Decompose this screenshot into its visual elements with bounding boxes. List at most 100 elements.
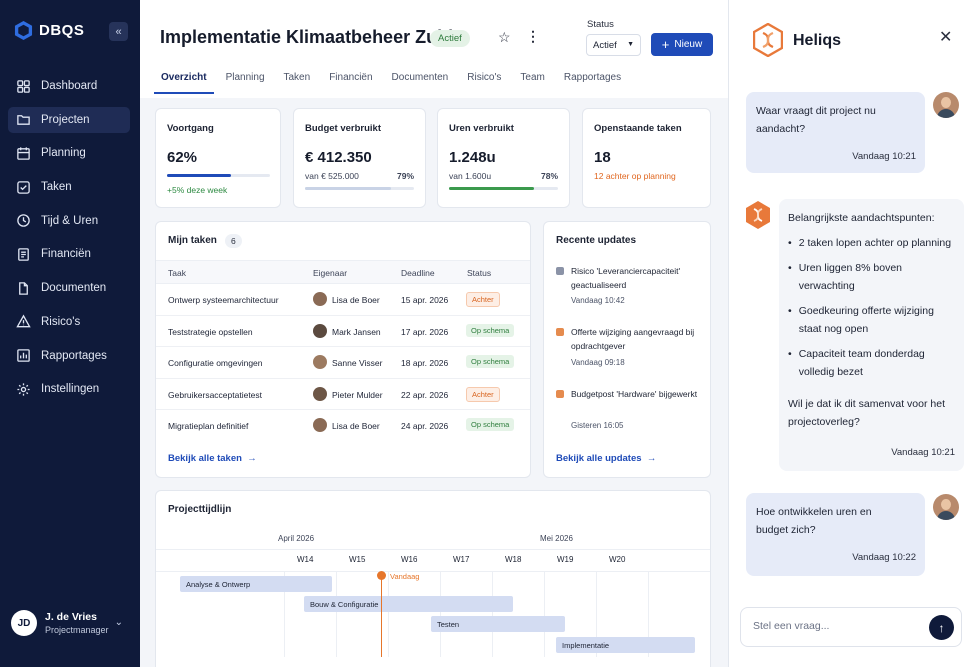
week-label: W14 — [297, 555, 314, 564]
sidebar-item-financien[interactable]: Financiën — [8, 241, 130, 267]
update-text: Budgetpost 'Hardware' bijgewerkt — [571, 389, 698, 399]
sidebar-item-taken[interactable]: Taken — [8, 174, 130, 200]
update-item[interactable]: Risico 'Leveranciercapaciteit' geactuali… — [556, 265, 706, 315]
tab-risicos[interactable]: Risico's — [467, 72, 502, 83]
assistant-title: Heliqs — [793, 32, 842, 49]
table-row[interactable]: Ontwerp systeemarchitectuur Lisa de Boer… — [156, 284, 530, 316]
tab-team[interactable]: Team — [520, 72, 545, 83]
message-time: Vandaag 10:22 — [852, 552, 916, 563]
sidebar-item-dashboard[interactable]: Dashboard — [8, 73, 130, 99]
list-item: • Goedkeuring offerte wijziging staat nog… — [788, 302, 955, 338]
week-label: W15 — [349, 555, 366, 564]
task-deadline: 18 apr. 2026 — [401, 358, 449, 368]
message-bullet: Goedkeuring offerte wijziging staat nog … — [798, 305, 934, 335]
progress-track — [449, 187, 558, 190]
task-deadline: 24 apr. 2026 — [401, 421, 449, 431]
metric-sub: van € 525.000 — [305, 171, 359, 181]
tasks-table-header: Taak Eigenaar Deadline Status — [156, 260, 530, 284]
status-select[interactable]: Actief ▼ — [586, 34, 641, 56]
updates-title: Recente updates — [556, 235, 637, 246]
month-label: April 2026 — [278, 534, 315, 543]
progress-bar-uren — [449, 187, 535, 190]
user-message: Hoe ontwikkelen uren en budget zich? Van… — [746, 493, 925, 576]
sidebar-item-projecten[interactable]: Projecten — [8, 106, 130, 133]
tasks-count-badge: 6 — [225, 234, 242, 248]
timeline-gridline — [284, 571, 285, 657]
chat-input-box: ↑ — [740, 607, 962, 647]
table-row[interactable]: Teststrategie opstellen Mark Jansen 17 a… — [156, 316, 530, 347]
tab-overzicht[interactable]: Overzicht — [154, 68, 214, 94]
update-text: Offerte wijziging aangevraagd bij opdrac… — [571, 327, 695, 351]
sidebar-item-label: Projecten — [41, 113, 90, 126]
sidebar-item-label: Planning — [41, 147, 86, 160]
star-icon[interactable]: ☆ — [498, 29, 511, 45]
table-row[interactable]: Migratieplan definitief Lisa de Boer 24 … — [156, 410, 530, 442]
task-name: Gebruikersacceptatietest — [168, 389, 263, 400]
view-all-tasks-link[interactable]: Bekijk alle taken → — [168, 453, 257, 464]
arrow-right-icon: → — [644, 453, 657, 464]
message-bullet: 2 taken lopen achter op planning — [798, 237, 952, 249]
arrow-right-icon: → — [244, 453, 257, 464]
avatar — [313, 418, 327, 432]
project-tabs: Overzicht Planning Taken Financiën Docum… — [154, 68, 633, 94]
update-item[interactable]: Offerte wijziging aangevraagd bij opdrac… — [556, 326, 706, 376]
collapse-sidebar-button[interactable]: « — [109, 22, 128, 41]
view-all-updates-link[interactable]: Bekijk alle updates → — [556, 453, 656, 464]
timeline-bar-analyse[interactable]: Analyse & Ontwerp — [180, 576, 332, 592]
timeline-gridline — [492, 571, 493, 657]
message-time: Vandaag 10:21 — [852, 151, 916, 162]
send-button[interactable]: ↑ — [929, 615, 954, 640]
table-row[interactable]: Configuratie omgevingen Sanne Visser 18 … — [156, 347, 530, 379]
metric-value: € 412.350 — [305, 149, 372, 166]
sidebar-item-label: Instellingen — [41, 383, 100, 396]
app-logo[interactable]: DBQS — [14, 20, 84, 41]
tab-planning[interactable]: Planning — [225, 72, 265, 83]
task-deadline: 17 apr. 2026 — [401, 326, 449, 337]
sidebar-item-rapportages[interactable]: Rapportages — [8, 343, 130, 369]
list-item: • 2 taken lopen achter op planning — [788, 234, 955, 252]
metric-value: 62% — [167, 149, 198, 166]
tab-taken[interactable]: Taken — [283, 72, 311, 83]
user-menu[interactable]: JD J. de Vries Projectmanager ⌄ — [11, 610, 129, 636]
sidebar-item-planning[interactable]: Planning — [8, 140, 130, 166]
task-owner: Sanne Visser — [332, 358, 383, 368]
message-outro: Wil je dat ik dit samenvat voor het proj… — [788, 398, 945, 428]
list-item: • Uren liggen 8% boven verwachting — [788, 259, 955, 295]
timeline-gridline — [440, 571, 441, 657]
tab-rapportages[interactable]: Rapportages — [563, 72, 622, 83]
bar-chart-icon — [17, 349, 30, 362]
task-deadline: 15 apr. 2026 — [401, 295, 449, 305]
timeline-gridline — [544, 571, 545, 657]
close-icon[interactable]: ✕ — [939, 29, 953, 46]
sidebar-item-risicos[interactable]: Risico's — [8, 309, 130, 335]
task-owner: Lisa de Boer — [332, 295, 380, 305]
task-name: Teststrategie opstellen — [168, 326, 253, 337]
sidebar-item-tijd-uren[interactable]: Tijd & Uren — [8, 208, 130, 234]
table-row[interactable]: Gebruikersacceptatietest Pieter Mulder 2… — [156, 379, 530, 410]
helix-logo-icon — [753, 23, 783, 57]
timeline-bar-testen[interactable]: Testen — [431, 616, 565, 632]
update-item[interactable]: Budgetpost 'Hardware' bijgewerkt Gistere… — [556, 388, 706, 438]
page-title: Implementatie Klimaatbeheer Zuid — [160, 27, 454, 47]
sidebar-item-instellingen[interactable]: Instellingen — [8, 376, 130, 402]
avatar — [313, 355, 327, 369]
view-all-tasks-label: Bekijk alle taken — [168, 453, 242, 464]
column-header-task: Taak — [168, 268, 186, 278]
metric-title: Voortgang — [167, 123, 214, 134]
document-icon — [19, 281, 28, 295]
week-label: W19 — [557, 555, 574, 564]
message-intro: Belangrijkste aandachtspunten: — [788, 212, 935, 224]
timeline-bar-implementatie[interactable]: Implementatie — [556, 637, 695, 653]
checkbox-icon — [17, 180, 30, 194]
timeline-bar-bouw[interactable]: Bouw & Configuratie — [304, 596, 513, 612]
new-button[interactable]: + Nieuw — [651, 33, 713, 56]
tab-financien[interactable]: Financiën — [329, 72, 373, 83]
message-bullet: Uren liggen 8% boven verwachting — [798, 262, 903, 292]
hexagon-logo-icon — [14, 21, 33, 40]
tab-documenten[interactable]: Documenten — [391, 72, 449, 83]
today-label: Vandaag — [390, 572, 420, 581]
more-options-icon[interactable]: ⋮ — [526, 28, 540, 44]
warning-icon — [556, 267, 564, 275]
sidebar-item-documenten[interactable]: Documenten — [8, 275, 130, 301]
chat-input[interactable] — [753, 620, 923, 632]
